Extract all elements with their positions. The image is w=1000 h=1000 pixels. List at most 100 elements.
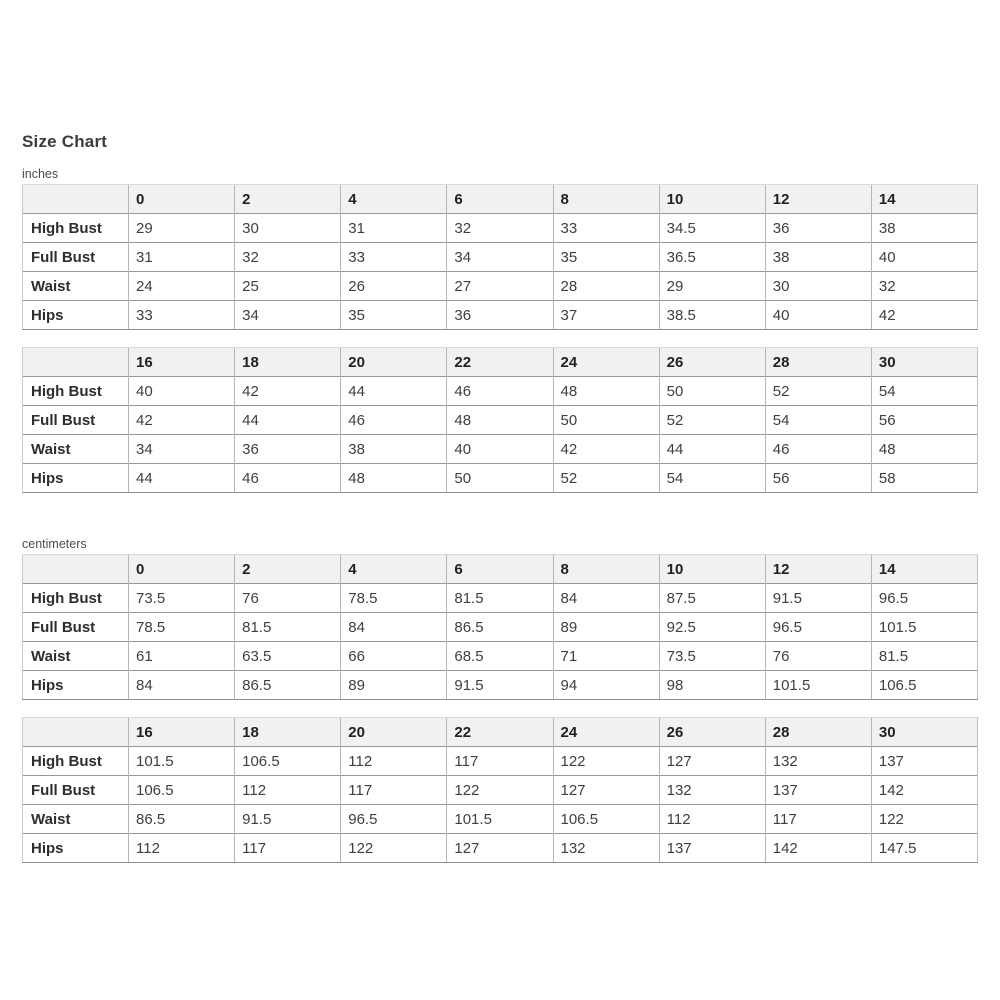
measurement-cell: 81.5: [870, 641, 979, 671]
measurement-row: High Bust 29 30 31 32 33 34.5 36 38: [22, 213, 979, 243]
size-column-header: 10: [658, 184, 766, 214]
unit-label: inches: [22, 167, 59, 181]
size-column-header: 28: [764, 717, 872, 747]
measurement-cell: 137: [870, 746, 979, 776]
measurement-cell: 117: [446, 746, 553, 776]
size-column-header: 16: [127, 717, 235, 747]
row-label: Full Bust: [22, 775, 129, 805]
size-column-header: 18: [234, 347, 341, 377]
measurement-cell: 78.5: [340, 583, 447, 613]
size-column-header: 30: [870, 717, 979, 747]
measurement-cell: 40: [870, 242, 979, 272]
row-label: Waist: [22, 804, 129, 834]
measurement-cell: 35: [340, 300, 447, 330]
measurement-cell: 101.5: [446, 804, 553, 834]
measurement-cell: 127: [446, 833, 553, 863]
measurement-cell: 52: [764, 376, 872, 406]
size-column-header: 2: [234, 554, 341, 584]
row-label: Hips: [22, 300, 129, 330]
measurement-cell: 86.5: [234, 670, 341, 700]
corner-cell: [22, 184, 129, 214]
measurement-cell: 44: [658, 434, 766, 464]
size-column-header: 28: [764, 347, 872, 377]
size-table-inches-0-14: 0 2 4 6 8 10 12 14 High Bust 29 30 31 32 33 34.5 36 38 Fu…: [22, 184, 979, 330]
size-column-header: 10: [658, 554, 766, 584]
measurement-cell: 48: [870, 434, 979, 464]
measurement-cell: 106.5: [234, 746, 341, 776]
measurement-cell: 38.5: [658, 300, 766, 330]
row-label: Hips: [22, 670, 129, 700]
measurement-cell: 38: [870, 213, 979, 243]
measurement-cell: 84: [552, 583, 660, 613]
measurement-cell: 147.5: [870, 833, 979, 863]
measurement-cell: 98: [658, 670, 766, 700]
size-column-header: 0: [127, 554, 235, 584]
measurement-cell: 46: [234, 463, 341, 493]
measurement-cell: 26: [340, 271, 447, 301]
measurement-cell: 127: [658, 746, 766, 776]
measurement-cell: 29: [658, 271, 766, 301]
size-column-header: 6: [446, 554, 553, 584]
measurement-cell: 33: [127, 300, 235, 330]
measurement-cell: 34: [234, 300, 341, 330]
measurement-cell: 86.5: [446, 612, 553, 642]
measurement-cell: 50: [552, 405, 660, 435]
measurement-cell: 46: [446, 376, 553, 406]
measurement-cell: 31: [127, 242, 235, 272]
size-table-inches-16-30: 16 18 20 22 24 26 28 30 High Bust 40 42 44 46 48 50 52 5…: [22, 347, 979, 493]
size-column-header: 12: [764, 554, 872, 584]
size-column-header: 12: [764, 184, 872, 214]
measurement-cell: 63.5: [234, 641, 341, 671]
measurement-cell: 89: [552, 612, 660, 642]
measurement-cell: 50: [446, 463, 553, 493]
measurement-cell: 56: [870, 405, 979, 435]
measurement-row: Hips 84 86.5 89 91.5 94 98 101.5 106.5: [22, 670, 979, 700]
measurement-cell: 36: [234, 434, 341, 464]
measurement-cell: 106.5: [870, 670, 979, 700]
size-column-header: 16: [127, 347, 235, 377]
measurement-cell: 142: [764, 833, 872, 863]
row-label: Full Bust: [22, 242, 129, 272]
measurement-cell: 37: [552, 300, 660, 330]
measurement-cell: 84: [340, 612, 447, 642]
size-column-header: 26: [658, 717, 766, 747]
measurement-row: Hips 33 34 35 36 37 38.5 40 42: [22, 300, 979, 330]
measurement-cell: 40: [764, 300, 872, 330]
measurement-cell: 117: [234, 833, 341, 863]
size-column-header: 8: [552, 184, 660, 214]
size-column-header: 14: [870, 184, 979, 214]
corner-cell: [22, 717, 129, 747]
measurement-cell: 106.5: [552, 804, 660, 834]
measurement-cell: 34: [446, 242, 553, 272]
row-label: Full Bust: [22, 405, 129, 435]
size-column-header: 24: [552, 347, 660, 377]
row-label: High Bust: [22, 583, 129, 613]
measurement-cell: 94: [552, 670, 660, 700]
measurement-cell: 81.5: [446, 583, 553, 613]
measurement-cell: 112: [658, 804, 766, 834]
row-label: Hips: [22, 833, 129, 863]
measurement-cell: 142: [870, 775, 979, 805]
measurement-row: Full Bust 106.5 112 117 122 127 132 137 142: [22, 775, 979, 805]
measurement-row: Full Bust 78.5 81.5 84 86.5 89 92.5 96.5 101.5: [22, 612, 979, 642]
measurement-cell: 29: [127, 213, 235, 243]
corner-cell: [22, 347, 129, 377]
measurement-cell: 40: [127, 376, 235, 406]
size-column-header: 2: [234, 184, 341, 214]
measurement-row: High Bust 73.5 76 78.5 81.5 84 87.5 91.5 96.5: [22, 583, 979, 613]
measurement-cell: 112: [340, 746, 447, 776]
measurement-cell: 91.5: [764, 583, 872, 613]
measurement-cell: 89: [340, 670, 447, 700]
measurement-row: Hips 44 46 48 50 52 54 56 58: [22, 463, 979, 493]
measurement-cell: 35: [552, 242, 660, 272]
measurement-cell: 73.5: [127, 583, 235, 613]
row-label: High Bust: [22, 213, 129, 243]
size-table: 0 2 4 6 8 10 12 14 High Bust 29 30 31 32 33 34.5 36 38 Fu…: [22, 184, 979, 330]
size-column-header: 24: [552, 717, 660, 747]
section-centimeters: centimeters 0 2 4 6 8 10 12 14 High Bust 73.5 76 78…: [22, 537, 979, 863]
measurement-cell: 52: [658, 405, 766, 435]
measurement-row: Waist 24 25 26 27 28 29 30 32: [22, 271, 979, 301]
measurement-cell: 48: [340, 463, 447, 493]
measurement-cell: 42: [552, 434, 660, 464]
measurement-cell: 96.5: [870, 583, 979, 613]
